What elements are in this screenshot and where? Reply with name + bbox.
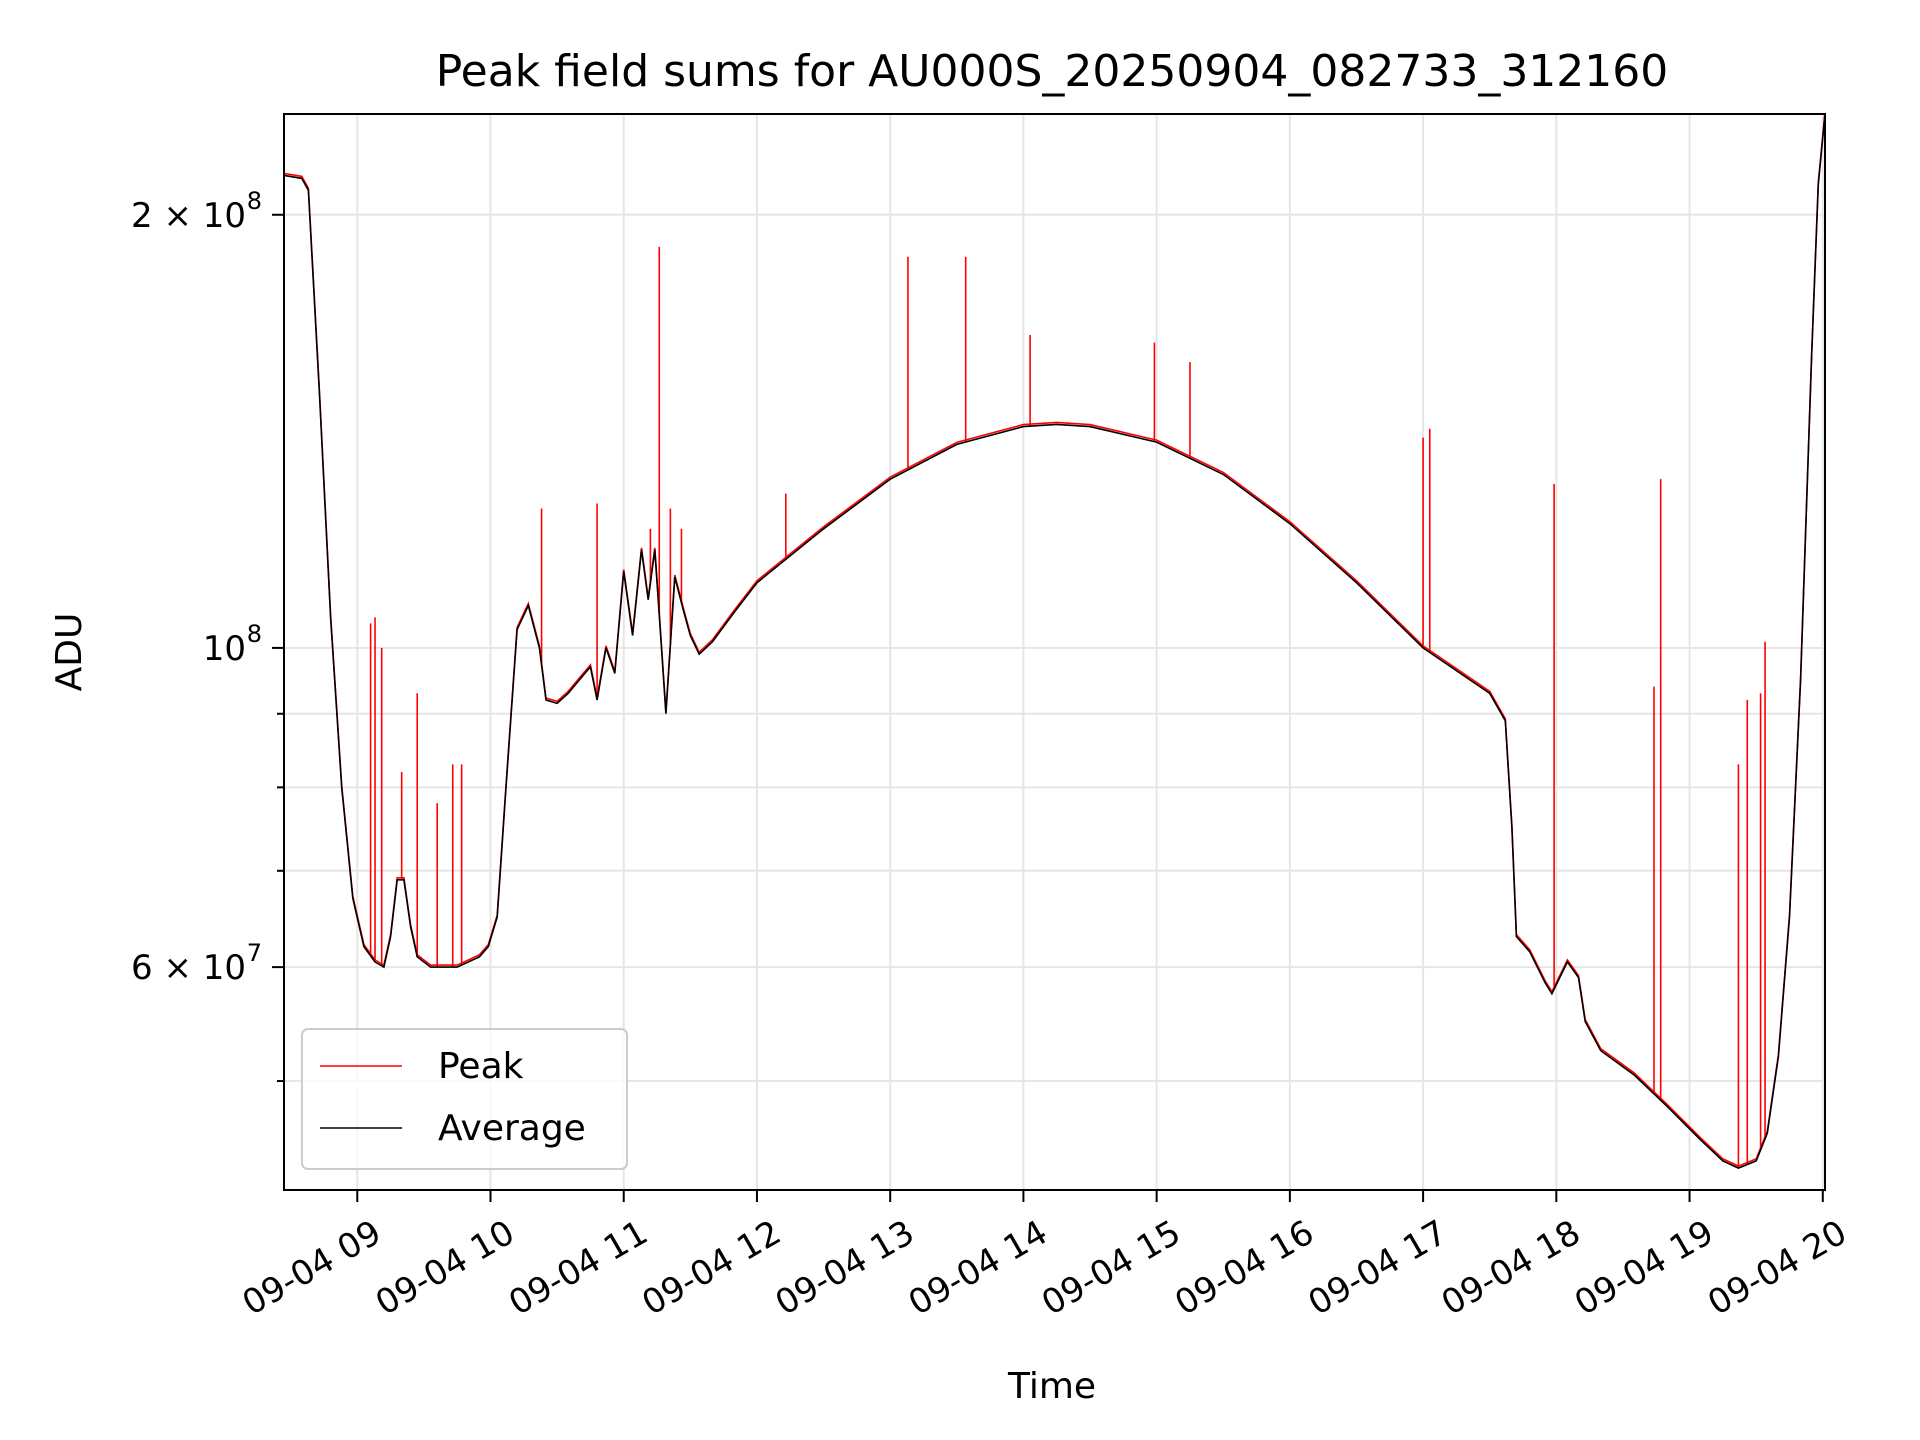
x-axis-label: Time: [1007, 1366, 1096, 1407]
y-tick-exponent: 8: [247, 620, 262, 648]
chart-title: Peak field sums for AU000S_20250904_0827…: [436, 46, 1669, 97]
y-axis-label: ADU: [49, 613, 90, 692]
y-tick-exponent: 8: [247, 187, 262, 215]
y-tick-label: 2 × 10: [131, 196, 246, 236]
series-layer: [284, 114, 1825, 1169]
grid: [284, 114, 1825, 1190]
plot-frame: [283, 113, 1826, 1191]
legend-label-peak: Peak: [438, 1046, 524, 1087]
legend-label-average: Average: [438, 1108, 586, 1149]
y-tick-exponent: 7: [247, 939, 262, 967]
y-tick-label: 6 × 10: [131, 948, 246, 988]
legend-box: [301, 1028, 628, 1170]
series-line-average: [284, 114, 1825, 1169]
y-tick-label: 10: [203, 629, 246, 669]
plot-area: [284, 114, 1825, 1169]
legend: Peak Average: [301, 1028, 628, 1170]
